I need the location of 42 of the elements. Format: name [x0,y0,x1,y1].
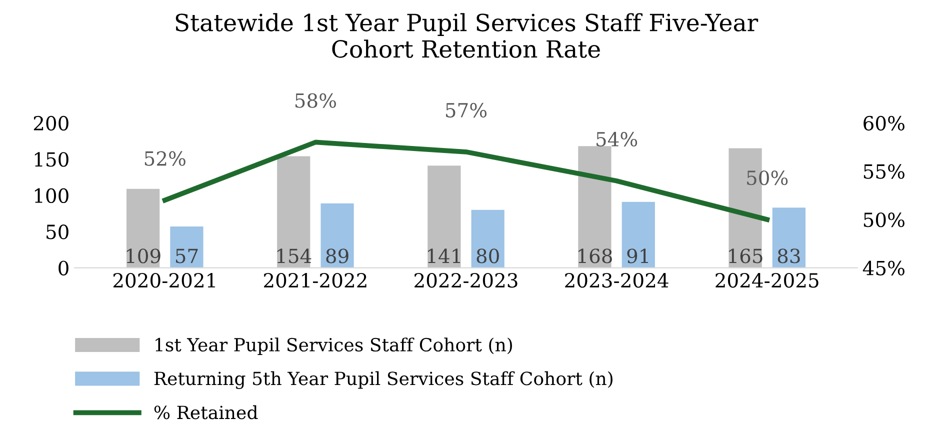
x-tick-label: 2021-2022 [264,272,366,288]
legend-label: % Retained [154,405,258,420]
data-label: 50% [747,170,788,186]
data-label: 57% [446,102,487,118]
x-tick-label: 2024-2025 [716,272,818,288]
x-tick-label: 2020-2021 [113,272,215,288]
legend-label: 1st Year Pupil Services Staff Cohort (n) [156,338,512,356]
y2-tick-label: 60% [864,116,904,131]
data-label: 83 [778,248,800,264]
data-label: 89 [326,248,348,264]
bar [126,188,160,268]
chart-title: Statewide 1st Year Pupil Services Staff Five-Year Cohort Retention Rate [176,13,758,58]
y-tick-label: 200 [34,116,68,131]
x-tick-label: 2022-2023 [414,272,518,288]
data-label: 168 [578,248,612,264]
legend-label: Returning 5th Year Pupil Services Staff Cohort (n) [154,371,612,390]
data-label: 58% [295,93,336,108]
bar [320,203,354,268]
y-tick-label: 0 [58,260,68,276]
data-label: 91 [627,248,648,264]
data-label: 52% [144,151,186,166]
y-tick-label: 150 [34,152,68,167]
y-tick-label: 50 [46,224,68,240]
bar [170,226,204,268]
bar [277,156,310,268]
y2-tick-label: 50% [864,212,904,228]
data-label: 80 [476,248,499,264]
data-label: 165 [729,248,762,264]
x-tick-label: 2023-2024 [565,272,668,288]
bar [622,202,655,268]
data-label: 141 [428,248,460,264]
data-label: 54% [596,132,638,147]
bar [428,166,461,268]
bar [471,210,504,268]
data-label: 57 [176,248,198,264]
y2-tick-label: 55% [864,164,904,179]
data-label: 109 [126,248,160,264]
y-tick-label: 100 [34,188,68,204]
bar [578,146,612,268]
y2-tick-label: 45% [862,260,904,276]
bar [772,208,806,268]
data-label: 154 [277,248,312,264]
